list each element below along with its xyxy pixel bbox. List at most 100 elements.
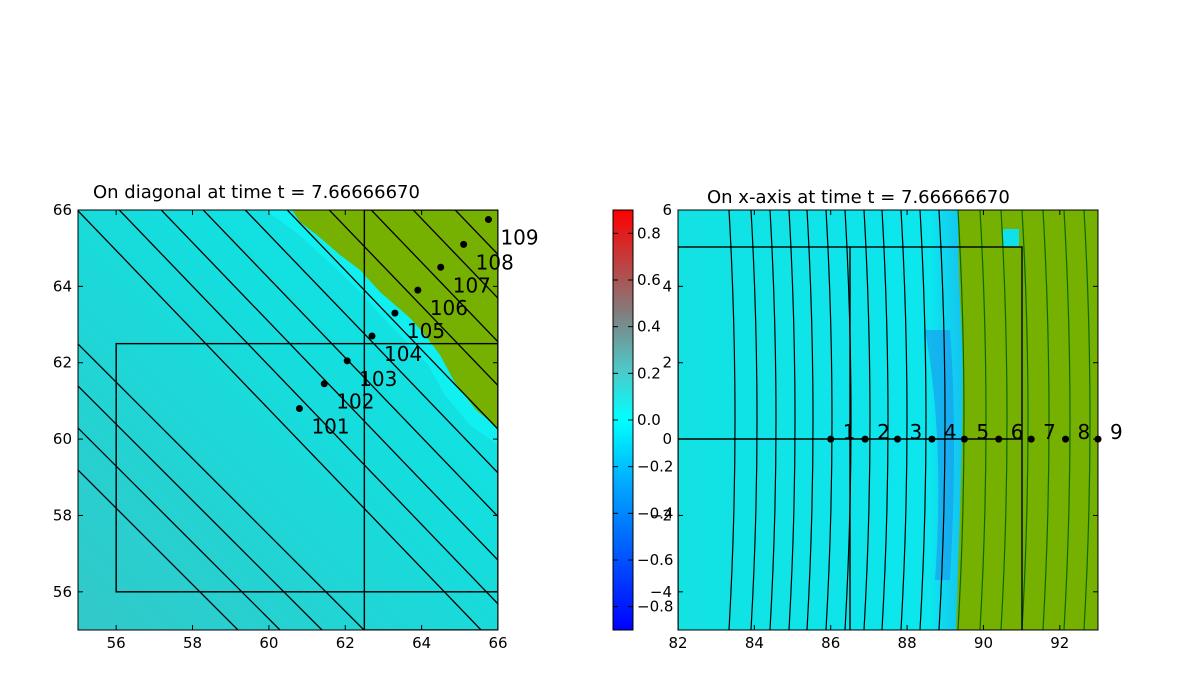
gauge-label: 6	[1011, 420, 1024, 444]
gauge-point	[928, 435, 936, 443]
y-tick-label: 6	[662, 201, 672, 219]
colorbar-tick-label: −0.8	[637, 598, 673, 616]
colorbar-tick-label: −0.6	[637, 551, 673, 569]
y-tick-label: 4	[662, 277, 672, 295]
shore-band	[265, 210, 498, 445]
gauge-point	[995, 435, 1003, 443]
contour-line	[825, 210, 833, 630]
gauge-label: 7	[1043, 420, 1056, 444]
gauge-point	[960, 435, 968, 443]
contour-line	[78, 385, 323, 630]
gauge-label: 5	[976, 420, 989, 444]
colorbar: −0.8 −0.6 −0.4 −0.2 0.0 0.2 0.4 0.6 0.8	[612, 209, 673, 631]
gauge-point	[484, 216, 492, 224]
x-tick-label: 86	[821, 634, 840, 652]
gauge-label: 107	[453, 273, 491, 297]
gauge-point	[894, 435, 902, 443]
gauge-label: 4	[944, 420, 957, 444]
deep-trough	[925, 330, 954, 580]
contour-line	[1042, 210, 1050, 630]
x-tick-label: 92	[1050, 634, 1069, 652]
contour-line	[863, 210, 871, 630]
contour-line	[750, 210, 758, 630]
gauge-label: 109	[500, 226, 538, 250]
colorbar-tick-label: 0.0	[637, 411, 661, 429]
x-tick-label: 84	[745, 634, 764, 652]
gauge-label: 9	[1110, 420, 1123, 444]
x-axis: 82 84 86 88 90 92	[668, 210, 1069, 652]
gauge-label: 108	[476, 250, 514, 274]
x-axis-panel: On x-axis at time t = 7.66666670 82 84 86 8…	[650, 187, 1123, 652]
colorbar-tick-label: 0.6	[637, 271, 661, 289]
gauge-label: 8	[1078, 420, 1091, 444]
gauge-label: 106	[430, 296, 468, 320]
y-tick-label: 62	[53, 354, 72, 372]
y-axis: −4 −2 0 2 4 6	[650, 201, 1098, 601]
contour-line	[979, 210, 987, 630]
colorbar-tick-label: −0.2	[637, 458, 673, 476]
colorbar-tick-label: −0.4	[637, 504, 673, 522]
contour-line	[370, 210, 498, 343]
colorbar-tick-label: 0.2	[637, 364, 661, 382]
y-tick-label: 0	[662, 430, 672, 448]
gauge-label: 101	[311, 415, 349, 439]
contour-line	[78, 210, 482, 630]
x-tick-label: 90	[974, 634, 993, 652]
gauge-point	[1094, 435, 1102, 443]
contour-line	[160, 210, 498, 562]
gauge-label: 2	[877, 420, 890, 444]
patch-box	[363, 210, 498, 630]
contour-line	[1063, 210, 1071, 630]
gauge-label: 104	[384, 342, 422, 366]
y-tick-label: 2	[662, 354, 672, 372]
contour-line	[118, 210, 498, 605]
gauge-point	[414, 286, 422, 294]
colorbar-ticks: −0.8 −0.6 −0.4 −0.2 0.0 0.2 0.4 0.6 0.8	[613, 224, 673, 616]
contour-line	[286, 210, 498, 431]
colorbar-tick-label: 0.4	[637, 318, 661, 336]
contour-line	[788, 210, 796, 630]
y-tick-label: −2	[650, 506, 672, 524]
gauge-point	[437, 263, 445, 271]
contour-line	[769, 210, 777, 630]
contour-line	[412, 210, 498, 300]
contour-line	[244, 210, 498, 474]
contour-line	[957, 210, 965, 630]
contour-line	[844, 210, 852, 630]
x-axis: 56 58 60 62 64 66	[107, 210, 508, 652]
gauge-point	[391, 309, 399, 317]
y-tick-label: 64	[53, 277, 72, 295]
gauge-point	[343, 357, 351, 365]
gauge-point	[827, 435, 835, 443]
y-tick-label: 58	[53, 506, 72, 524]
contour-line	[728, 210, 736, 630]
contour-line	[328, 210, 498, 387]
gauge-point	[295, 405, 303, 413]
gauge-point	[460, 240, 468, 248]
x-tick-label: 62	[336, 634, 355, 652]
gauge-label: 1	[843, 420, 856, 444]
contour-line	[1021, 210, 1029, 630]
y-tick-label: −4	[650, 583, 672, 601]
gauge-point	[861, 435, 869, 443]
contour-lines	[78, 210, 498, 630]
contour-line	[881, 210, 889, 630]
land-region	[956, 210, 1098, 630]
contour-line	[78, 427, 281, 630]
gauge-label: 105	[407, 319, 445, 343]
y-tick-label: 56	[53, 583, 72, 601]
contour-line	[919, 210, 927, 630]
y-tick-label: 66	[53, 201, 72, 219]
contour-line	[202, 210, 498, 518]
x-tick-label: 58	[183, 634, 202, 652]
x-axis-surface	[678, 210, 1098, 630]
gauge-label: 103	[359, 367, 397, 391]
contour-line	[78, 343, 365, 630]
x-tick-label: 56	[107, 634, 126, 652]
colorbar-tick-label: 0.8	[637, 224, 661, 242]
y-tick-label: 60	[53, 430, 72, 448]
diagonal-panel: On diagonal at time t = 7.66666670 56 58 6…	[53, 182, 539, 652]
